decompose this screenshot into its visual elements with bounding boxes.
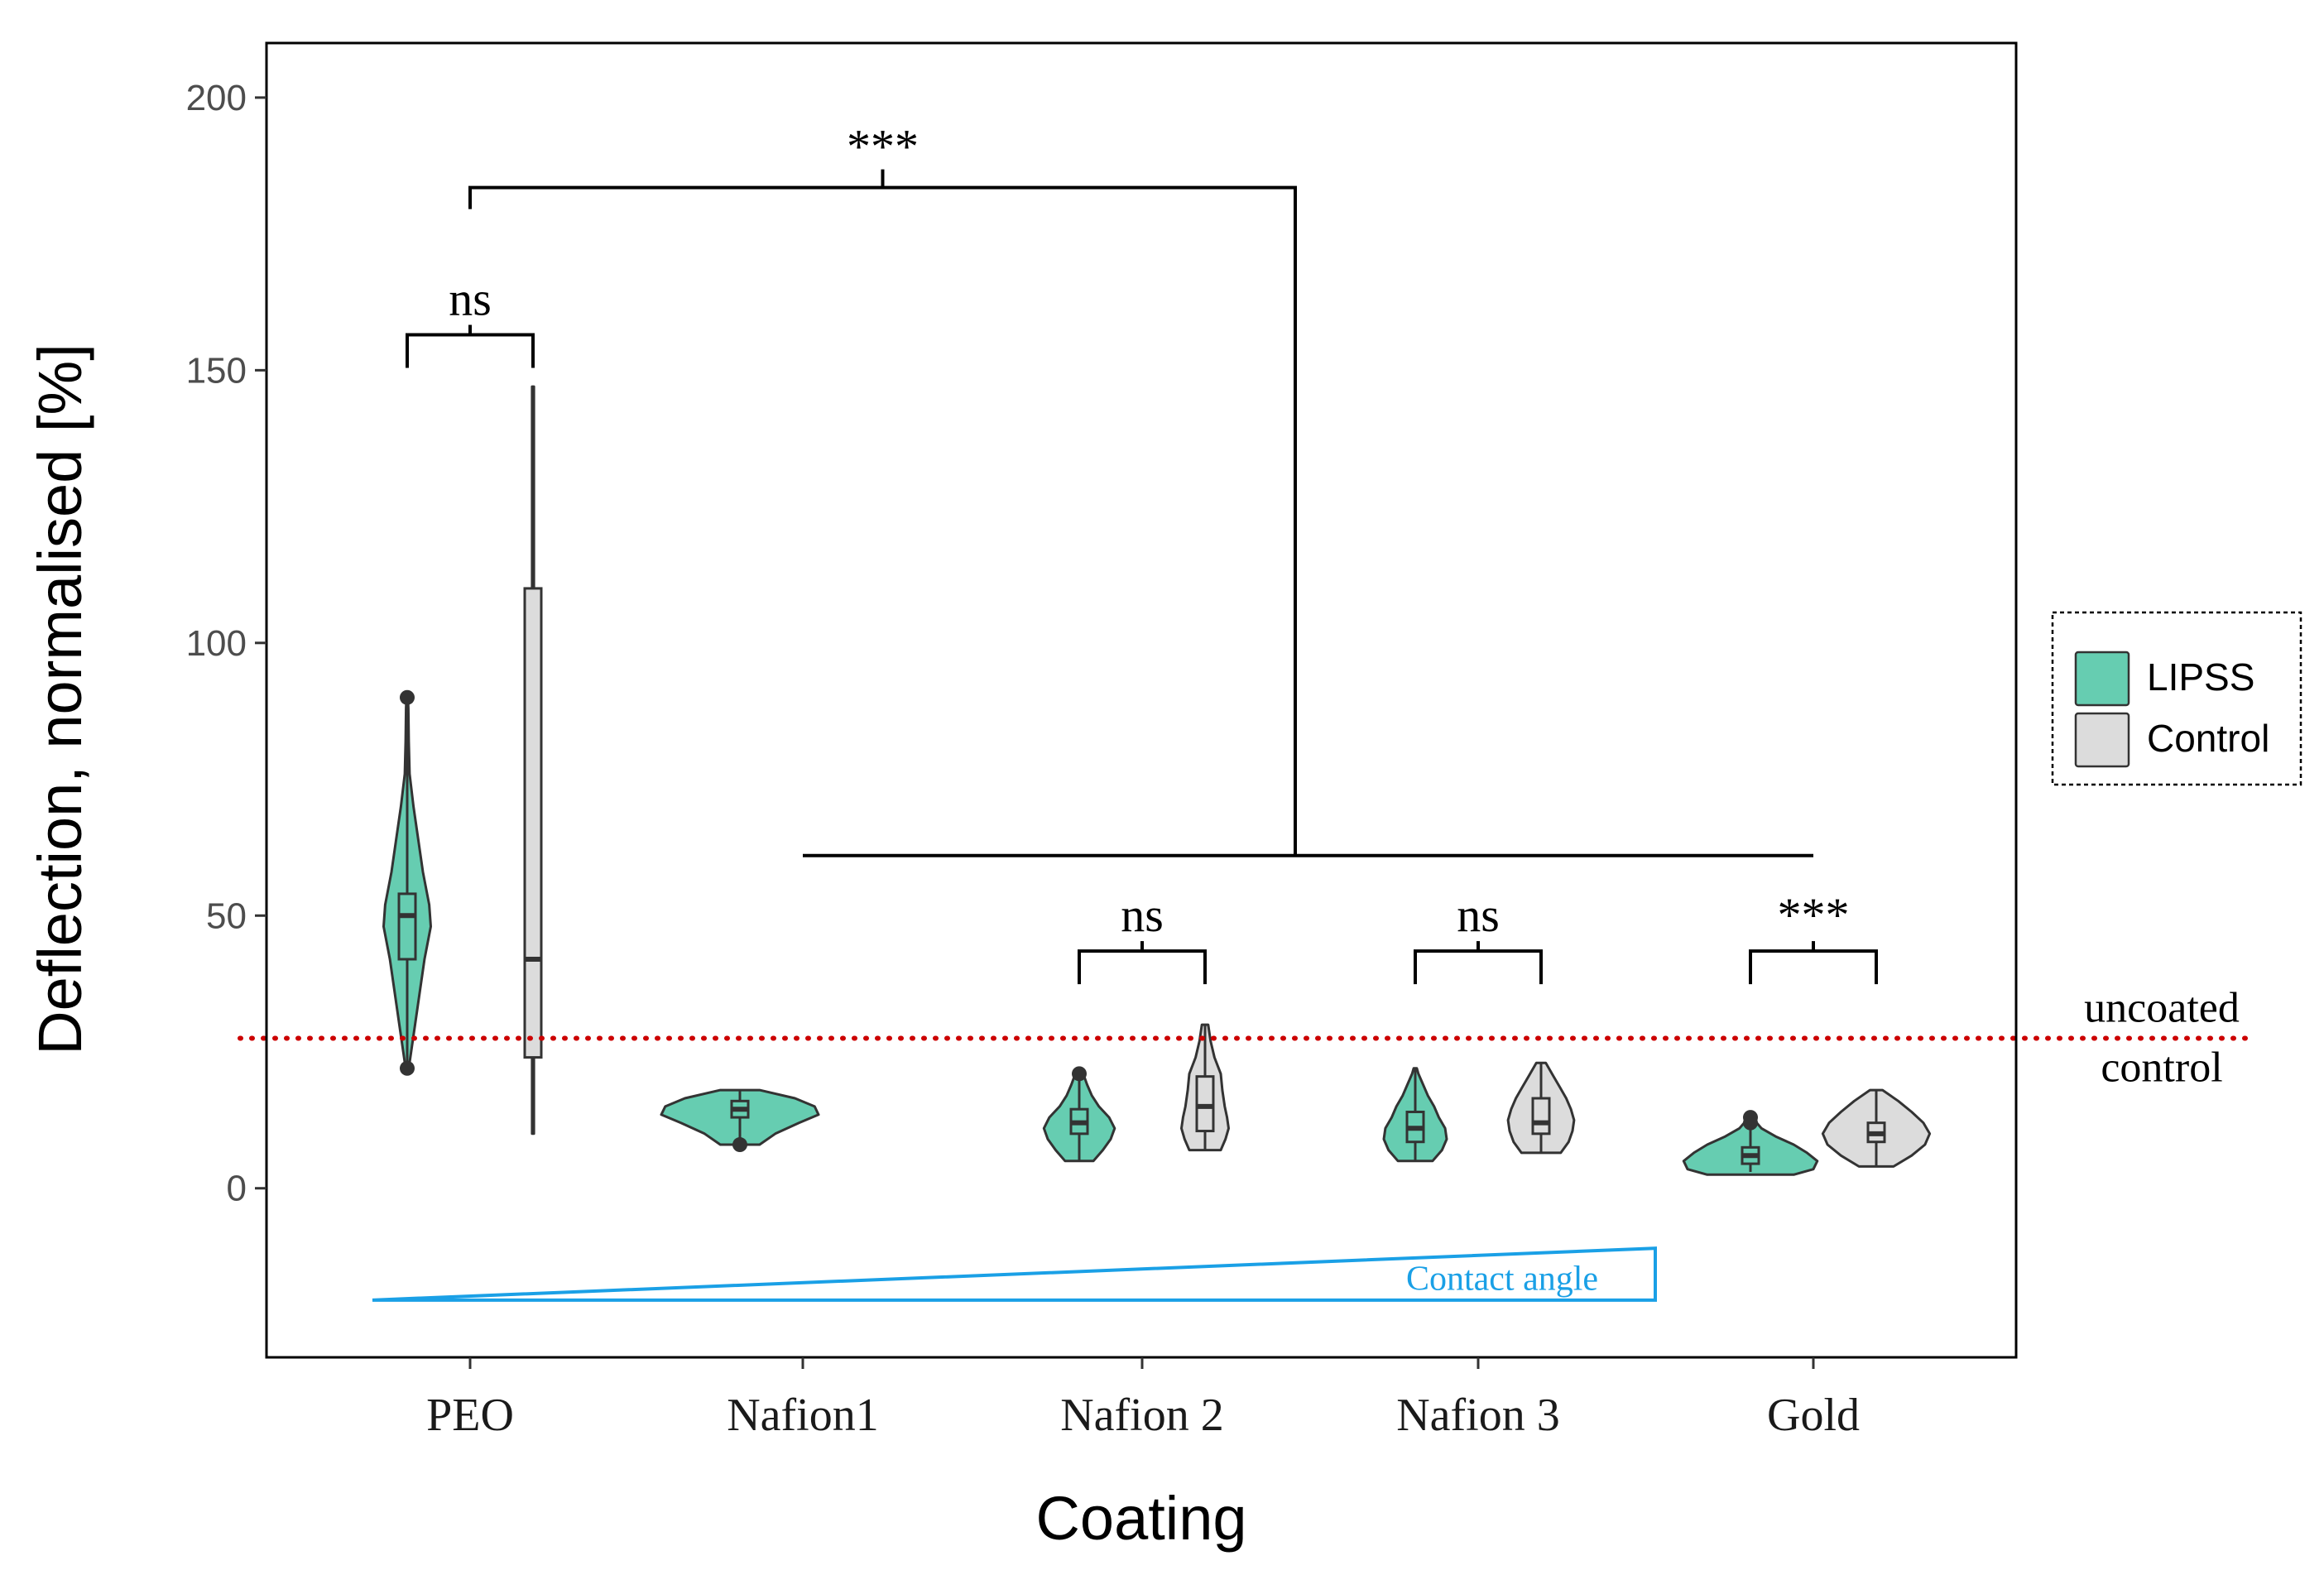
outlier-nafion1-lipss xyxy=(732,1137,747,1153)
x-tick-label: Nafion 2 xyxy=(1060,1390,1224,1441)
outlier-peo-lipss xyxy=(400,1060,415,1076)
sig-label-nafion-2: ns xyxy=(1121,888,1164,942)
y-tick-label: 150 xyxy=(186,350,247,391)
legend-swatch-lipss xyxy=(2074,651,2130,707)
sig-bracket-nafion-3 xyxy=(1414,949,1543,985)
y-axis-title: Deflection, normalised [%] xyxy=(26,343,94,1055)
sig-label-peo: ns xyxy=(449,272,492,326)
reference-label-line2: control xyxy=(2101,1044,2222,1092)
sig-bracket-gold xyxy=(1749,949,1878,985)
outlier-gold-lipss xyxy=(1743,1110,1758,1126)
sig-bracket-peo xyxy=(406,333,535,368)
sig-bracket-nafion-2 xyxy=(1078,949,1207,985)
sig-label-peo-vs-rest: *** xyxy=(847,120,919,174)
x-tick-label: Nafion1 xyxy=(727,1390,879,1441)
sig-label-gold: *** xyxy=(1778,888,1850,942)
outlier-peo-lipss xyxy=(400,689,415,705)
x-tick-label: Gold xyxy=(1767,1390,1860,1441)
x-tick-label: PEO xyxy=(426,1390,514,1441)
box-nafion-2-control xyxy=(1195,1075,1215,1133)
outlier-nafion-2-lipss xyxy=(1072,1066,1087,1082)
contact-angle-wedge xyxy=(372,1246,1657,1302)
legend-box xyxy=(2051,611,2302,786)
sig-label-nafion-3: ns xyxy=(1457,888,1500,942)
y-tick-label: 100 xyxy=(186,623,247,664)
y-tick-label: 200 xyxy=(186,78,247,118)
sig-bracket-peo-vs-rest xyxy=(468,185,1297,856)
reference-label-line1: uncoated xyxy=(2084,985,2240,1032)
legend-label-control: Control xyxy=(2147,717,2269,760)
y-tick-label: 50 xyxy=(206,896,247,936)
plot-area: uncoated control ns ns ns *** *** Contact angle xyxy=(238,120,2254,1302)
legend-swatch-control xyxy=(2074,712,2130,768)
x-axis-title: Coating xyxy=(1035,1484,1246,1553)
box-peo-lipss xyxy=(397,892,417,961)
box-nafion-3-control xyxy=(1531,1097,1551,1136)
box-peo-control xyxy=(523,587,543,1059)
x-tick-label: Nafion 3 xyxy=(1396,1390,1560,1441)
contact-angle-label: Contact angle xyxy=(1406,1260,1598,1298)
legend-label-lipss: LIPSS xyxy=(2147,655,2254,699)
axes: 0 50 100 150 200 PEO Nafion1 Nafion 2 Nafion 3 Go… xyxy=(186,41,2018,1441)
legend: LIPSS Control xyxy=(2051,611,2302,786)
y-tick-label: 0 xyxy=(227,1169,247,1209)
